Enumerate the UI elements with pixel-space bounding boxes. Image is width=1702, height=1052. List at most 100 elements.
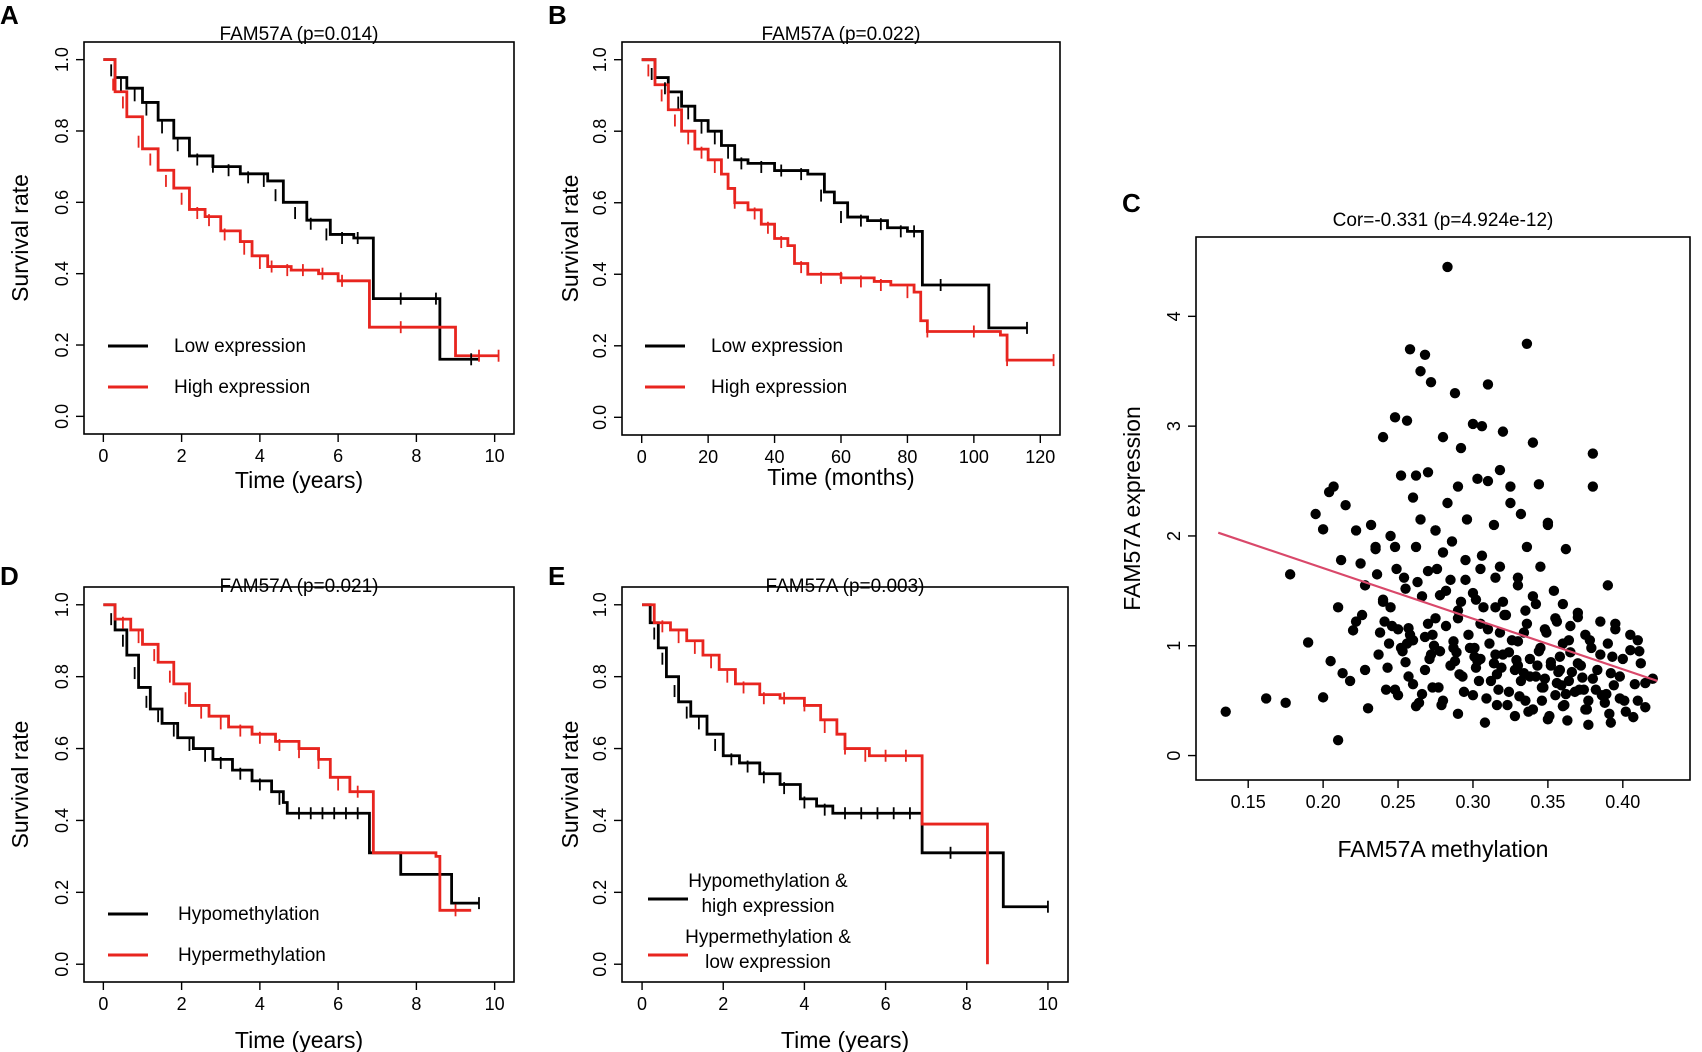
x-tick-label: 40 — [765, 447, 785, 467]
scatter-point — [1389, 684, 1401, 695]
scatter-point — [1374, 627, 1386, 638]
regression-line — [1217, 531, 1658, 682]
scatter-point — [1407, 492, 1419, 503]
x-tick-label: 6 — [333, 994, 343, 1014]
scatter-point — [1542, 519, 1554, 531]
scatter-point — [1572, 607, 1584, 619]
scatter-point — [1485, 675, 1497, 687]
y-tick-label: 0.6 — [590, 190, 610, 215]
scatter-point — [1482, 624, 1494, 635]
scatter-point — [1497, 426, 1509, 437]
scatter-point — [1478, 602, 1489, 613]
scatter-point — [1539, 673, 1551, 684]
scatter-point — [1617, 653, 1629, 665]
panel-letter: C — [1122, 188, 1141, 218]
x-tick-label: 80 — [897, 447, 917, 467]
y-axis-label: Survival rate — [7, 721, 33, 849]
scatter-point — [1400, 583, 1411, 594]
scatter-point — [1362, 703, 1374, 714]
scatter-point — [1565, 620, 1576, 632]
chart-title: FAM57A (p=0.022) — [762, 24, 921, 45]
scatter-point — [1422, 565, 1434, 577]
y-tick-label: 0.0 — [590, 405, 610, 430]
scatter-point — [1440, 620, 1452, 632]
y-tick-label: 0.2 — [590, 880, 610, 905]
scatter-point — [1401, 415, 1413, 426]
legend-label: Hypomethylation & — [688, 871, 848, 892]
x-tick-label: 0.30 — [1455, 792, 1490, 812]
panel-letter: D — [0, 561, 19, 591]
scatter-point — [1490, 649, 1501, 660]
scatter-point — [1530, 671, 1542, 682]
scatter-point — [1557, 598, 1569, 610]
scatter-point — [1523, 706, 1534, 717]
scatter-point — [1541, 627, 1552, 638]
scatter-point — [1628, 711, 1639, 723]
scatter-point — [1550, 613, 1561, 624]
scatter-point — [1458, 686, 1470, 698]
scatter-point — [1488, 519, 1500, 531]
scatter-point — [1502, 699, 1513, 711]
scatter-point — [1548, 585, 1560, 597]
scatter-point — [1454, 669, 1465, 680]
x-tick-label: 2 — [177, 446, 187, 466]
km-curve-series-1 — [641, 58, 1027, 330]
scatter-point — [1544, 710, 1555, 722]
km-curve-series-2 — [642, 603, 989, 965]
x-axis-label: Time (years) — [235, 1027, 363, 1052]
scatter-point — [1389, 412, 1401, 423]
y-tick-label: 0.2 — [52, 880, 72, 905]
scatter-point — [1512, 636, 1524, 647]
panel-letter: B — [548, 0, 567, 30]
scatter-point — [1452, 708, 1464, 720]
scatter-point — [1415, 366, 1426, 377]
scatter-point — [1377, 594, 1389, 605]
scatter-point — [1335, 554, 1347, 566]
scatter-point — [1452, 481, 1464, 492]
scatter-point — [1460, 554, 1471, 566]
scatter-point — [1455, 596, 1467, 608]
x-tick-label: 0.15 — [1231, 792, 1266, 812]
y-axis-label: FAM57A expression — [1119, 406, 1145, 611]
scatter-point — [1482, 379, 1494, 390]
scatter-point — [1455, 442, 1467, 454]
scatter-point — [1434, 590, 1446, 601]
y-tick-label: 0 — [1164, 751, 1184, 761]
scatter-point — [1379, 616, 1390, 627]
scatter-point — [1629, 678, 1641, 690]
scatter-point — [1586, 642, 1597, 654]
x-tick-label: 120 — [1025, 447, 1055, 467]
scatter-point — [1280, 697, 1291, 709]
km-curve-series-2 — [641, 58, 1054, 362]
scatter-point — [1521, 338, 1533, 349]
km-curve-series-2 — [103, 603, 472, 912]
scatter-point — [1602, 580, 1614, 591]
panel-d: D FAM57A (p=0.021)0 2 4 6 8 100.00.20.40.60.81… — [0, 561, 515, 1052]
scatter-point — [1419, 664, 1431, 676]
scatter-point — [1490, 602, 1501, 613]
scatter-point — [1317, 524, 1329, 535]
scatter-point — [1472, 655, 1483, 667]
scatter-point — [1310, 508, 1321, 520]
panel-letter: A — [0, 0, 19, 30]
scatter-point — [1559, 699, 1570, 711]
scatter-point — [1356, 609, 1368, 621]
scatter-point — [1428, 640, 1440, 651]
scatter-point — [1406, 635, 1417, 646]
y-tick-label: 0.0 — [52, 404, 72, 429]
scatter-point — [1560, 543, 1572, 555]
scatter-point — [1592, 664, 1603, 676]
scatter-point — [1460, 574, 1471, 586]
scatter-point — [1382, 662, 1393, 673]
scatter-point — [1535, 642, 1546, 654]
scatter-point — [1479, 717, 1491, 728]
scatter-point — [1284, 569, 1296, 580]
x-axis-label: Time (years) — [235, 467, 363, 493]
x-tick-label: 8 — [962, 994, 972, 1014]
scatter-point — [1580, 629, 1591, 640]
scatter-point — [1436, 699, 1447, 711]
y-tick-label: 0.4 — [590, 262, 610, 287]
scatter-point — [1467, 587, 1479, 599]
scatter-point — [1553, 666, 1564, 678]
